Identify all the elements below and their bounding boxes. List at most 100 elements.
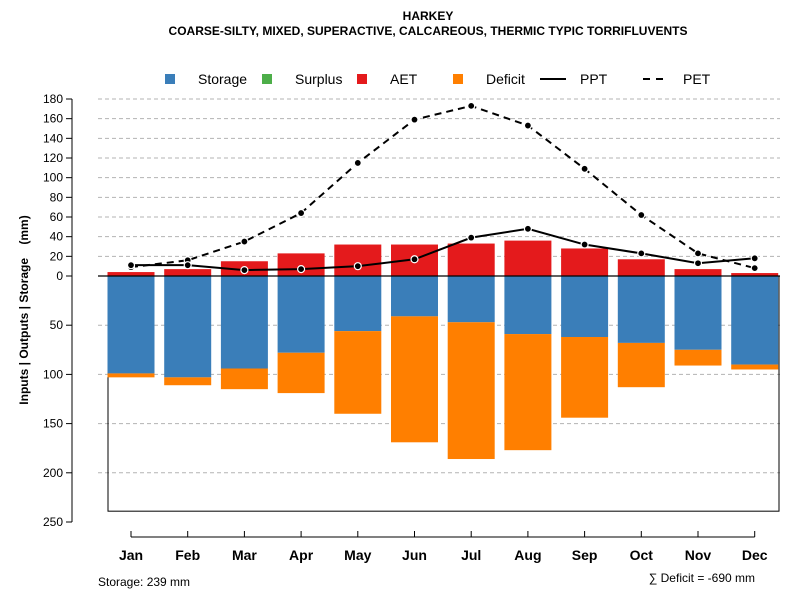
- storage-bar-jun: [391, 276, 438, 317]
- ppt-pet-lines: [126, 101, 759, 275]
- legend-surplus-label: Surplus: [295, 71, 342, 87]
- ppt-point-jan: [126, 261, 136, 270]
- aet-bar-jul: [447, 243, 495, 276]
- x-tick-label-feb: Feb: [175, 547, 200, 563]
- deficit-bar-jan: [107, 373, 155, 378]
- pet-point-sep: [580, 164, 589, 173]
- y-tick-label: 180: [43, 92, 63, 106]
- storage-bar-aug: [504, 276, 552, 335]
- bars: [107, 240, 779, 460]
- pet-point-apr: [297, 208, 306, 218]
- ppt-point-dec: [750, 254, 759, 263]
- deficit-bar-nov: [674, 349, 722, 366]
- legend-aet-label: AET: [390, 71, 418, 87]
- pet-point-nov: [693, 249, 703, 258]
- ppt-point-jul: [467, 233, 476, 242]
- deficit-bar-apr: [277, 352, 325, 394]
- x-tick-label-may: May: [344, 547, 371, 563]
- legend-storage-swatch: [165, 74, 175, 84]
- x-tick-label-dec: Dec: [742, 547, 768, 563]
- x-tick-label-mar: Mar: [232, 547, 257, 563]
- storage-footer: Storage: 239 mm: [98, 575, 190, 589]
- y-tick-label: 20: [50, 249, 64, 263]
- y-tick-label: 160: [43, 112, 63, 126]
- ppt-point-feb: [183, 261, 192, 270]
- ppt-point-sep: [580, 240, 589, 249]
- deficit-bar-aug: [504, 334, 552, 451]
- ppt-point-oct: [637, 249, 646, 258]
- y-tick-label: 60: [50, 210, 64, 224]
- aet-bar-may: [334, 244, 382, 276]
- storage-bar-apr: [277, 276, 325, 353]
- storage-bar-nov: [674, 276, 722, 350]
- storage-bar-may: [334, 276, 382, 332]
- y-tick-label: 40: [50, 230, 64, 244]
- deficit-bar-dec: [731, 364, 779, 370]
- pet-point-jul: [467, 101, 476, 110]
- x-tick-label-apr: Apr: [289, 547, 314, 563]
- aet-bar-oct: [617, 259, 665, 276]
- x-tick-label-jan: Jan: [119, 547, 143, 563]
- y-tick-label: 140: [43, 131, 63, 145]
- storage-bar-jul: [447, 276, 495, 323]
- y-tick-label: 100: [43, 367, 63, 381]
- storage-bar-jan: [107, 276, 155, 374]
- deficit-bar-jun: [391, 316, 438, 443]
- x-tick-label-nov: Nov: [685, 547, 712, 563]
- storage-bar-feb: [164, 276, 212, 378]
- chart-subtitle: COARSE-SILTY, MIXED, SUPERACTIVE, CALCAR…: [169, 24, 688, 38]
- ppt-point-nov: [693, 259, 703, 268]
- storage-bar-oct: [617, 276, 665, 343]
- aet-bar-feb: [164, 269, 212, 276]
- deficit-bar-oct: [617, 342, 665, 388]
- legend-storage-label: Storage: [198, 71, 247, 87]
- y-tick-label: 120: [43, 151, 63, 165]
- aet-bar-jan: [107, 272, 155, 276]
- chart-title: HARKEY: [403, 9, 454, 23]
- y-tick-label: 250: [43, 515, 63, 529]
- deficit-bar-may: [334, 331, 382, 414]
- pet-point-mar: [240, 237, 249, 246]
- storage-bar-sep: [561, 276, 609, 338]
- x-tick-label-jun: Jun: [402, 547, 427, 563]
- y-tick-label: 150: [43, 417, 63, 431]
- legend-ppt-label: PPT: [580, 71, 608, 87]
- deficit-bar-mar: [220, 368, 268, 390]
- legend-deficit-swatch: [453, 74, 463, 84]
- ppt-line: [131, 227, 755, 272]
- legend-deficit-label: Deficit: [486, 71, 525, 87]
- aet-bar-nov: [674, 269, 722, 276]
- y-tick-label: 80: [50, 190, 64, 204]
- aet-bar-dec: [731, 273, 779, 276]
- x-tick-label-oct: Oct: [630, 547, 654, 563]
- aet-bar-apr: [277, 253, 325, 276]
- x-tick-label-aug: Aug: [514, 547, 541, 563]
- storage-bar-mar: [220, 276, 268, 369]
- pet-point-aug: [523, 121, 533, 130]
- aet-bar-aug: [504, 240, 552, 276]
- y-tick-label: 200: [43, 466, 63, 480]
- aet-bar-sep: [561, 248, 609, 276]
- legend: Storage Surplus AET Deficit PPT PET: [165, 71, 711, 87]
- ppt-point-jun: [410, 255, 419, 264]
- ppt-point-mar: [240, 266, 249, 275]
- x-tick-label-sep: Sep: [572, 547, 598, 563]
- legend-pet-label: PET: [683, 71, 711, 87]
- deficit-footer: ∑ Deficit = -690 mm: [649, 571, 755, 585]
- legend-aet-swatch: [357, 74, 367, 84]
- pet-point-dec: [750, 264, 759, 273]
- x-axis: Jan Feb Mar Apr May Jun Jul Aug Sep Oct Nov Dec: [119, 531, 768, 563]
- ppt-point-aug: [523, 224, 533, 233]
- ppt-point-apr: [297, 265, 306, 274]
- y-axis-label: Inputs | Outputs | Storage (mm): [17, 215, 31, 404]
- y-tick-label: 0: [56, 269, 63, 283]
- deficit-bar-sep: [561, 337, 609, 418]
- pet-point-may: [353, 158, 362, 168]
- pet-point-oct: [637, 210, 646, 220]
- y-tick-label: 50: [50, 318, 64, 332]
- x-tick-label-jul: Jul: [461, 547, 481, 563]
- pet-line: [130, 104, 755, 270]
- ppt-point-may: [353, 262, 362, 271]
